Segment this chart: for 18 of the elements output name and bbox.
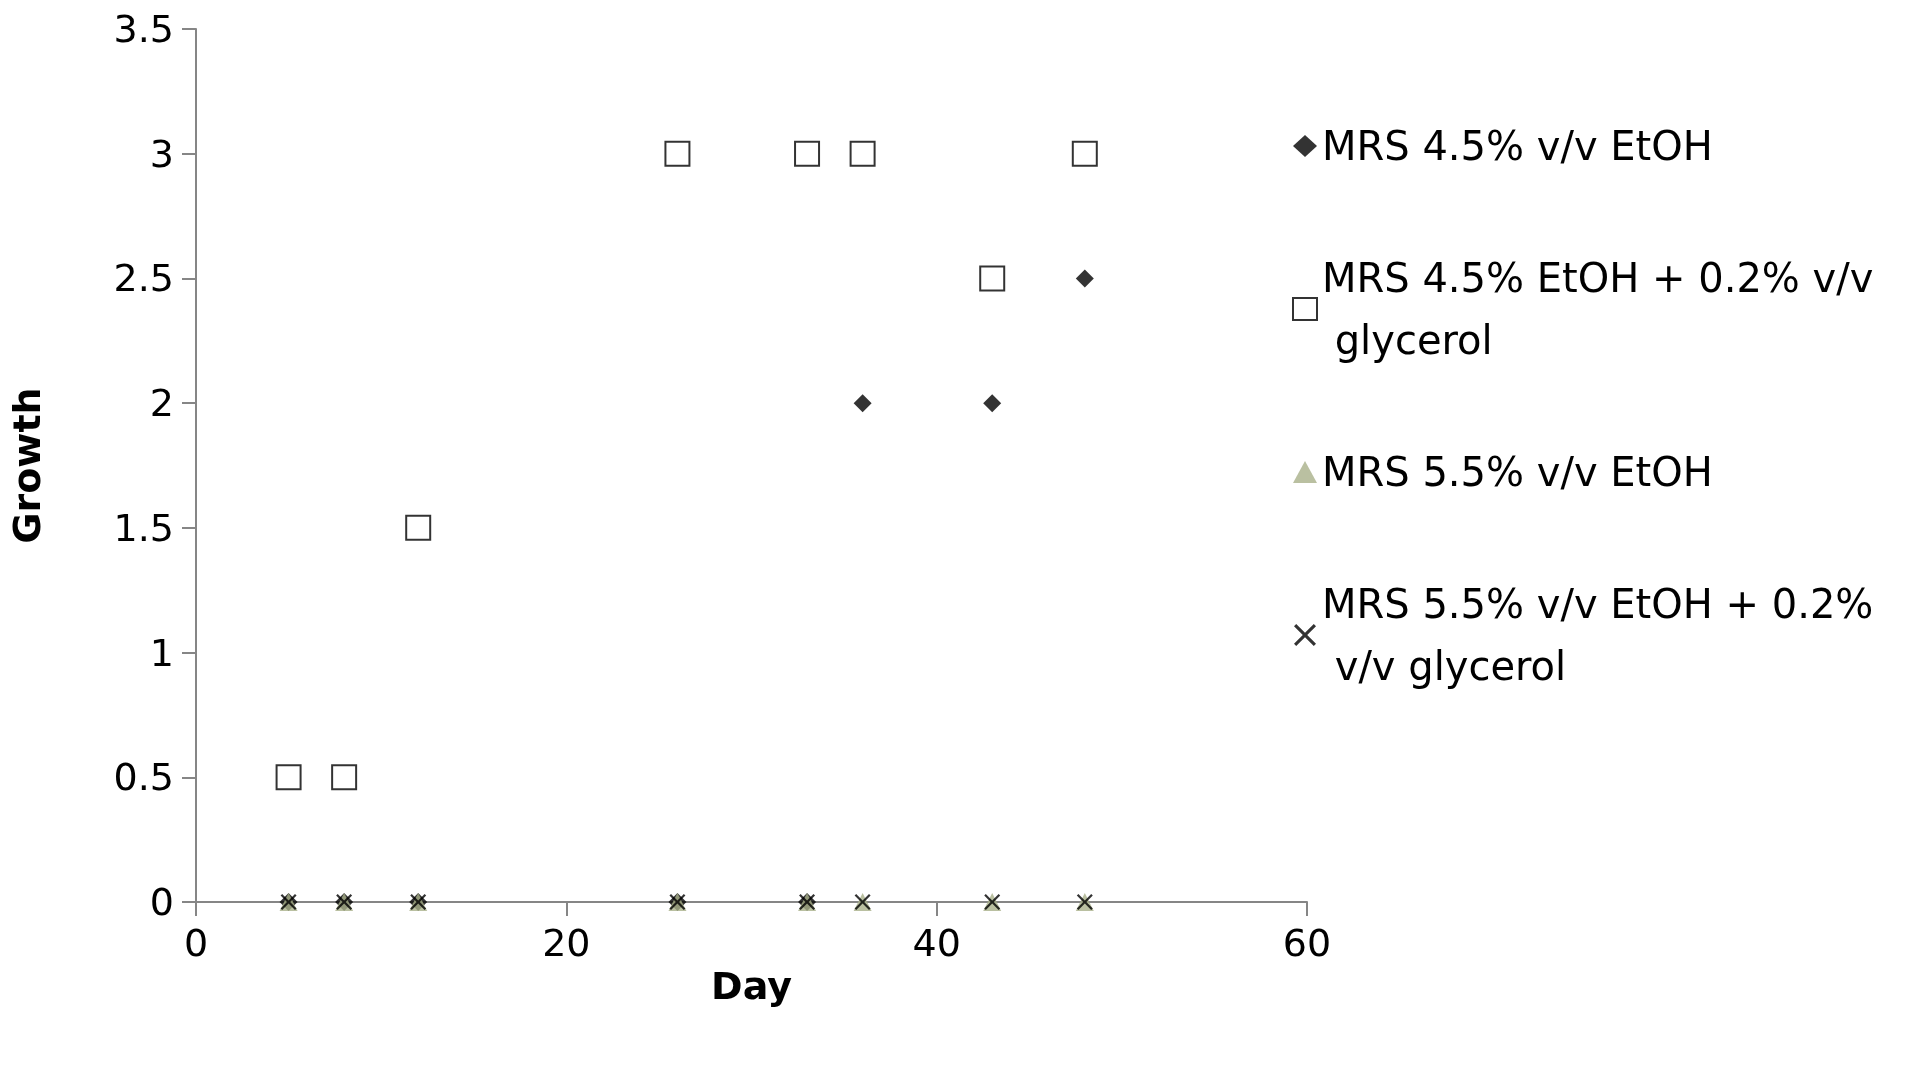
- y-tick-label: 0: [149, 880, 174, 924]
- legend-label: MRS 4.5% EtOH + 0.2% v/v glycerol: [1322, 255, 1874, 363]
- legend-label: MRS 5.5% v/v EtOH + 0.2% v/v glycerol: [1322, 581, 1874, 689]
- y-tick-label: 2: [149, 381, 174, 426]
- y-tick-label: 0.5: [113, 755, 174, 800]
- x-axis-title: Day: [711, 963, 793, 1008]
- y-tick-label: 3: [149, 131, 174, 176]
- x-tick-label: 0: [183, 921, 209, 965]
- y-tick-label: 1.5: [113, 505, 174, 550]
- x-tick-label: 60: [1282, 921, 1332, 965]
- x-tick-label: 20: [542, 921, 591, 965]
- y-tick-label: 3.5: [113, 7, 174, 51]
- x-tick-label: 40: [912, 921, 961, 965]
- y-axis-title: Growth: [5, 387, 49, 544]
- y-tick-label: 2.5: [113, 256, 174, 301]
- legend-label: MRS 5.5% v/v EtOH: [1322, 449, 1713, 495]
- y-tick-label: 1: [149, 630, 174, 675]
- legend-label: MRS 4.5% v/v EtOH: [1322, 123, 1713, 169]
